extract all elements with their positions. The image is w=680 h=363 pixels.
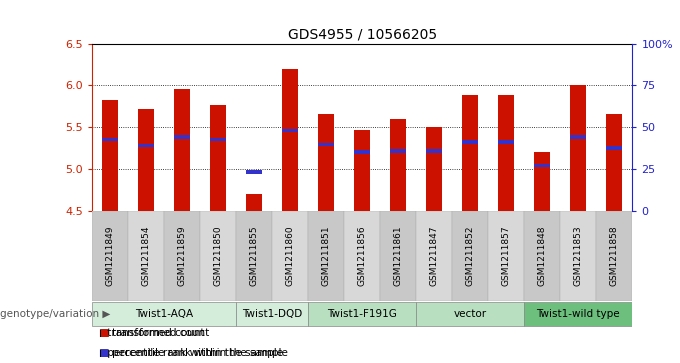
Bar — [524, 302, 632, 326]
Bar — [534, 164, 550, 167]
Text: GSM1211859: GSM1211859 — [177, 225, 186, 286]
Bar — [246, 194, 262, 211]
Bar — [92, 302, 236, 326]
Text: GSM1211856: GSM1211856 — [358, 225, 367, 286]
Bar — [102, 100, 118, 211]
Bar — [318, 114, 334, 211]
Text: GSM1211860: GSM1211860 — [286, 225, 294, 286]
Bar — [354, 150, 370, 154]
Text: ■ transformed count: ■ transformed count — [99, 327, 209, 338]
Bar — [426, 127, 442, 211]
Text: GSM1211851: GSM1211851 — [322, 225, 330, 286]
Text: Twist1-AQA: Twist1-AQA — [135, 309, 193, 319]
Bar — [92, 211, 128, 301]
Bar — [571, 85, 586, 211]
Bar — [488, 211, 524, 301]
Text: GSM1211853: GSM1211853 — [574, 225, 583, 286]
Text: GSM1211858: GSM1211858 — [610, 225, 619, 286]
Bar — [174, 89, 190, 211]
Text: GSM1211855: GSM1211855 — [250, 225, 258, 286]
Text: ■: ■ — [99, 347, 108, 358]
Bar — [416, 302, 524, 326]
Text: GSM1211850: GSM1211850 — [214, 225, 222, 286]
Text: GSM1211852: GSM1211852 — [466, 226, 475, 286]
Bar — [282, 129, 298, 132]
Bar — [524, 211, 560, 301]
Text: GSM1211847: GSM1211847 — [430, 226, 439, 286]
Bar — [498, 95, 514, 211]
Bar — [498, 140, 514, 144]
Text: ■ percentile rank within the sample: ■ percentile rank within the sample — [99, 347, 288, 358]
Bar — [416, 211, 452, 301]
Text: vector: vector — [454, 309, 487, 319]
Title: GDS4955 / 10566205: GDS4955 / 10566205 — [288, 27, 437, 41]
Bar — [380, 211, 416, 301]
Bar — [236, 211, 272, 301]
Text: ■: ■ — [99, 327, 108, 338]
Bar — [462, 140, 478, 144]
Bar — [534, 152, 550, 211]
Bar — [174, 135, 190, 139]
Bar — [571, 135, 586, 139]
Bar — [236, 302, 308, 326]
Bar — [390, 150, 406, 153]
Bar — [308, 302, 416, 326]
Bar — [282, 69, 298, 211]
Bar — [200, 211, 236, 301]
Text: GSM1211848: GSM1211848 — [538, 226, 547, 286]
Bar — [607, 146, 622, 150]
Bar — [210, 105, 226, 211]
Bar — [210, 138, 226, 142]
Bar — [164, 211, 200, 301]
Bar — [308, 211, 344, 301]
Text: Twist1-F191G: Twist1-F191G — [327, 309, 397, 319]
Bar — [462, 95, 478, 211]
Text: Twist1-DQD: Twist1-DQD — [242, 309, 302, 319]
Bar — [607, 114, 622, 211]
Text: transformed count: transformed count — [104, 327, 205, 338]
Bar — [596, 211, 632, 301]
Text: GSM1211849: GSM1211849 — [105, 226, 114, 286]
Bar — [138, 109, 154, 211]
Bar — [452, 211, 488, 301]
Bar — [246, 170, 262, 174]
Bar — [318, 143, 334, 146]
Bar — [354, 130, 370, 211]
Text: genotype/variation ▶: genotype/variation ▶ — [0, 309, 110, 319]
Bar — [390, 119, 406, 211]
Bar — [102, 138, 118, 142]
Bar — [272, 211, 308, 301]
Bar — [138, 143, 154, 147]
Bar — [560, 211, 596, 301]
Text: GSM1211854: GSM1211854 — [141, 226, 150, 286]
Text: GSM1211857: GSM1211857 — [502, 225, 511, 286]
Bar — [344, 211, 380, 301]
Bar — [426, 150, 442, 153]
Text: GSM1211861: GSM1211861 — [394, 225, 403, 286]
Text: Twist1-wild type: Twist1-wild type — [537, 309, 620, 319]
Text: percentile rank within the sample: percentile rank within the sample — [104, 347, 283, 358]
Bar — [128, 211, 164, 301]
